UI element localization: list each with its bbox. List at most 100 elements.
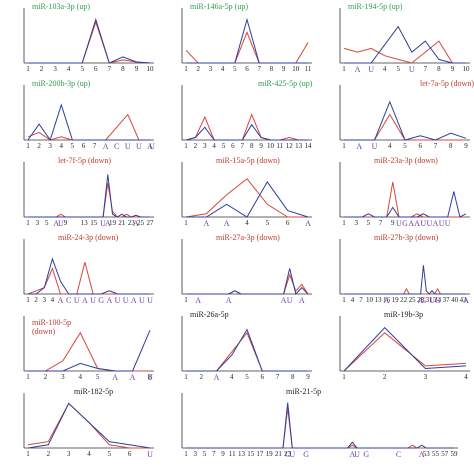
nucleotide-label: A — [106, 296, 112, 305]
nucleotide-label: A — [299, 296, 305, 305]
nucleotide-label: U — [354, 450, 360, 459]
nucleotide-label: U — [90, 296, 96, 305]
tick-label: 9 — [221, 450, 225, 458]
tick-label: 59 — [451, 450, 459, 458]
nucleotide-label: U — [100, 219, 106, 228]
tick-label: 9 — [451, 65, 455, 73]
tick-label: 57 — [441, 450, 449, 458]
chart-panel: 1 2 3 4 5 6 7 8 9 10 11 12 13 14 miR-425-5p (up) — [158, 77, 316, 154]
nucleotide-label: U — [74, 296, 80, 305]
tick-label: 6 — [128, 450, 132, 458]
tick-label: 15 — [247, 450, 255, 458]
tick-label: 5 — [233, 65, 237, 73]
nucleotide-label: U — [439, 219, 445, 228]
tick-label: 10 — [147, 65, 155, 73]
tick-label: 1 — [26, 219, 30, 227]
chart-title: miR-24-3p (down) — [58, 233, 119, 242]
tick-label: 10 — [292, 65, 300, 73]
nucleotide-label: U — [429, 296, 435, 305]
nucleotide-label: U — [289, 450, 295, 459]
red-series-line — [186, 273, 309, 295]
tick-label: 7 — [108, 65, 112, 73]
nucleotide-label: U — [368, 65, 374, 74]
blue-series-line — [344, 100, 467, 141]
blue-series-line — [185, 123, 308, 141]
nucleotide-label: A — [133, 219, 139, 228]
tick-label: 1 — [184, 296, 188, 304]
nucleotide-label: A — [214, 373, 220, 382]
chart-title: miR-200b-3p (up) — [32, 79, 91, 88]
tick-label: 8 — [270, 65, 274, 73]
tick-label: 6 — [245, 65, 249, 73]
nucleotide-label: A — [305, 219, 311, 228]
tick-label: 8 — [121, 65, 125, 73]
blue-series-line — [343, 326, 467, 372]
nucleotide-label: U — [396, 219, 402, 228]
tick-label: 8 — [437, 65, 441, 73]
nucleotide-label: A — [131, 296, 137, 305]
blue-series-line — [28, 257, 150, 295]
tick-label: 2 — [34, 296, 38, 304]
chart-title: miR-27a-3p (down) — [216, 233, 280, 242]
tick-label: 9 — [259, 142, 263, 150]
tick-label: 25 — [137, 219, 145, 227]
tick-label: 4 — [79, 373, 83, 381]
chart-title: miR-100-5p (down) — [32, 318, 72, 336]
line-chart: 1 2 3 4 — [339, 316, 470, 381]
chart-title: let-7f-5p (down) — [58, 156, 112, 165]
tick-label: 2 — [47, 450, 51, 458]
chart-title: miR-19b-3p — [384, 310, 424, 319]
tick-label: 9 — [306, 373, 310, 381]
tick-label: 12 — [286, 142, 294, 150]
tick-label: 13 — [81, 219, 89, 227]
tick-label: 5 — [108, 450, 112, 458]
tick-label: 5 — [222, 142, 226, 150]
nucleotide-label: A — [463, 296, 469, 305]
tick-label: 1 — [342, 65, 346, 73]
nucleotide-label: A — [224, 219, 230, 228]
tick-label: 25 — [409, 296, 417, 304]
line-chart: 1 2 3 4 5 6 7 8 9 10 11 — [181, 8, 312, 73]
tick-label: 9 — [391, 219, 395, 227]
tick-label: 5 — [80, 65, 84, 73]
tick-label: 6 — [286, 219, 290, 227]
tick-label: 7 — [424, 65, 428, 73]
nucleotide-label: U — [409, 65, 415, 74]
tick-label: 4 — [67, 65, 71, 73]
tick-label: 5 — [71, 142, 75, 150]
tick-label: 9 — [282, 65, 286, 73]
tick-label: 7 — [257, 65, 261, 73]
line-chart: 1 3 5 7 9 11 13 15 17 19 21 23 53 55 57 59C U G AU G C A — [181, 393, 459, 459]
chart-title: let-7a-5p (down) — [420, 79, 474, 88]
tick-label: 5 — [266, 219, 270, 227]
nucleotide-label: A — [419, 450, 425, 459]
tick-label: 3 — [53, 65, 57, 73]
tick-label: 19 — [109, 219, 117, 227]
line-chart: 1 2 3 4 5 6 U — [23, 393, 154, 459]
tick-label: 13 — [375, 296, 383, 304]
tick-label: 1 — [342, 296, 346, 304]
tick-label: 4 — [221, 65, 225, 73]
tick-label: 23 — [284, 450, 292, 458]
tick-label: 3 — [209, 65, 213, 73]
tick-label: 4 — [388, 142, 392, 150]
red-series-line — [185, 178, 308, 218]
nucleotide-label: C — [114, 142, 119, 151]
tick-label: 53 — [423, 450, 431, 458]
tick-label: 3 — [354, 219, 358, 227]
blue-series-line — [186, 268, 309, 296]
red-series-line — [344, 287, 466, 295]
line-chart: 1 2 4 5 6 7 8 9 A — [181, 316, 312, 382]
tick-label: 55 — [432, 450, 440, 458]
chart-title: miR-425-5p (up) — [258, 79, 313, 88]
tick-label: 5 — [367, 219, 371, 227]
nucleotide-label: U — [372, 142, 378, 151]
chart-title: miR-182-5p — [74, 387, 114, 396]
tick-label: 8 — [148, 373, 152, 381]
